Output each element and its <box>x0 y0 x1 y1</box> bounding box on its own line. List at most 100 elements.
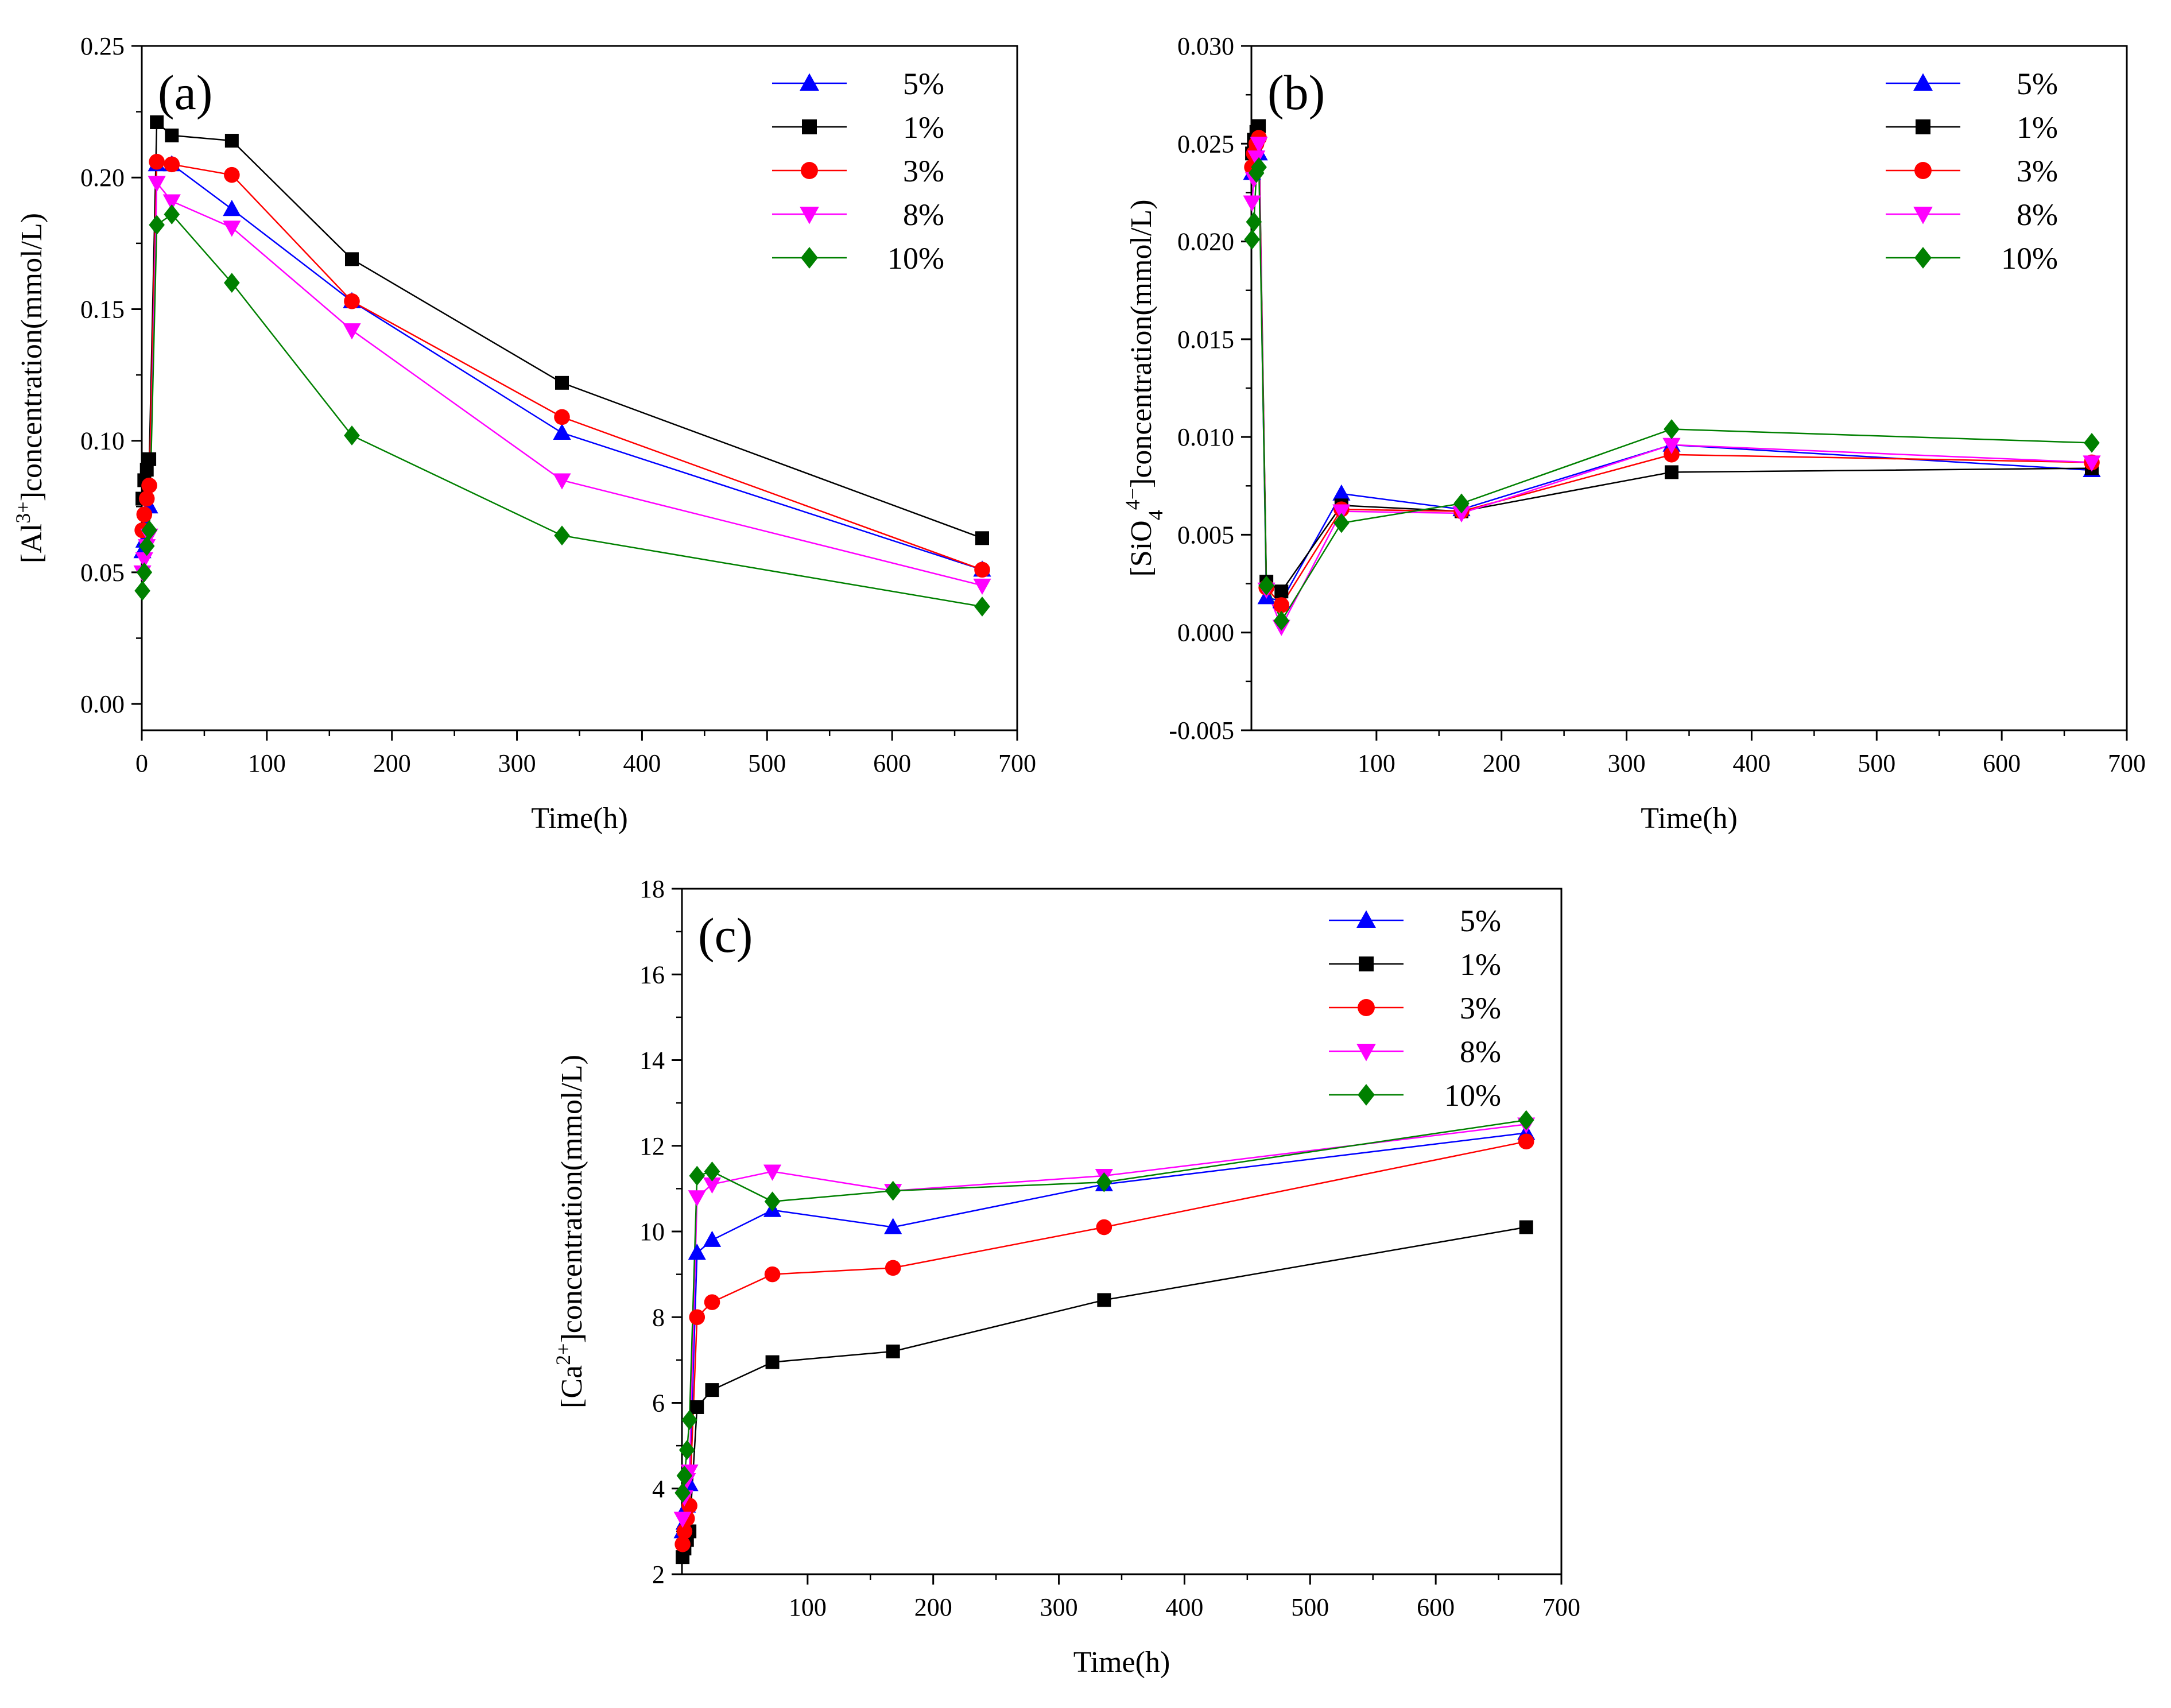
legend-marker <box>1916 119 1930 134</box>
legend-marker <box>1359 956 1374 971</box>
panel-label: (c) <box>698 908 753 963</box>
series-line-10pct <box>681 1119 1526 1493</box>
data-point-8pct <box>2083 455 2101 472</box>
data-point-10pct <box>704 1161 720 1182</box>
y-axis-title-part: 3+ <box>11 501 34 523</box>
panel-label: (b) <box>1267 65 1325 120</box>
legend-label-8pct: 8% <box>903 197 944 232</box>
legend-marker <box>1356 910 1376 928</box>
legend-marker <box>1913 207 1933 224</box>
legend-marker <box>1358 1084 1375 1106</box>
y-tick-label: -0.005 <box>1169 716 1234 745</box>
data-point-3pct <box>138 490 155 507</box>
legend-marker <box>802 119 817 134</box>
data-point-5pct <box>884 1218 902 1234</box>
x-tick-label: 300 <box>1608 749 1646 777</box>
data-point-10pct <box>674 1482 691 1503</box>
data-point-3pct <box>164 156 180 173</box>
chart-panel-c: 100 200 300 400 500 600 700 2 4 6 8 10 12 14 16 18 Time(… <box>552 875 1580 1679</box>
legend-label-8pct: 8% <box>2017 197 2058 232</box>
legend-label-3pct: 3% <box>2017 154 2058 188</box>
data-point-10pct <box>136 562 153 583</box>
data-point-1pct <box>165 128 179 142</box>
data-point-8pct <box>343 323 361 340</box>
data-point-3pct <box>764 1266 781 1283</box>
y-tick-label: 4 <box>652 1475 665 1503</box>
data-point-10pct <box>1273 610 1290 631</box>
data-point-10pct <box>676 1465 693 1486</box>
data-point-10pct <box>679 1440 695 1460</box>
data-point-1pct <box>1097 1293 1111 1307</box>
y-tick-label: 0.000 <box>1177 619 1234 647</box>
legend-marker <box>801 162 818 179</box>
data-point-8pct <box>973 578 991 595</box>
legend-label-5pct: 5% <box>903 67 944 101</box>
legend-marker <box>801 247 818 269</box>
data-point-10pct <box>134 580 150 601</box>
data-point-3pct <box>224 166 240 183</box>
x-tick-label: 600 <box>873 749 911 777</box>
data-point-10pct <box>764 1191 781 1212</box>
data-point-8pct <box>162 194 181 211</box>
x-tick-label: 500 <box>1858 749 1895 777</box>
data-point-8pct <box>763 1164 782 1181</box>
x-tick-label: 700 <box>2108 749 2146 777</box>
y-tick-label: 0.025 <box>1177 130 1234 158</box>
data-point-10pct <box>681 1409 697 1430</box>
data-point-10pct <box>224 273 240 293</box>
legend-marker <box>800 73 819 91</box>
data-point-5pct <box>1332 484 1351 501</box>
x-tick-label: 400 <box>1165 1593 1203 1621</box>
y-tick-label: 14 <box>639 1047 665 1075</box>
data-point-8pct <box>223 220 241 237</box>
x-tick-label: 100 <box>789 1593 827 1621</box>
legend-label-10pct: 10% <box>2001 241 2058 276</box>
y-tick-label: 0.10 <box>80 427 125 455</box>
y-tick-label: 16 <box>639 960 665 989</box>
x-tick-label: 200 <box>1483 749 1521 777</box>
data-point-1pct <box>1519 1220 1533 1234</box>
legend-marker <box>1914 162 1932 179</box>
data-point-5pct <box>223 200 241 216</box>
data-point-10pct <box>344 425 360 446</box>
y-axis-title-part: ]concentration(mmol/L) <box>556 1055 588 1343</box>
legend-label-1pct: 1% <box>1460 947 1501 982</box>
data-point-1pct <box>555 375 569 390</box>
x-tick-label: 600 <box>1417 1593 1455 1621</box>
data-point-8pct <box>1332 504 1351 521</box>
x-tick-label: 600 <box>1983 749 2021 777</box>
data-point-8pct <box>703 1177 722 1194</box>
data-point-1pct <box>705 1383 719 1397</box>
legend-label-1pct: 1% <box>903 110 944 145</box>
data-point-1pct <box>886 1344 900 1358</box>
data-point-5pct <box>688 1244 706 1260</box>
x-tick-label: 400 <box>1732 749 1770 777</box>
data-point-1pct <box>690 1400 704 1414</box>
y-tick-label: 6 <box>652 1389 665 1417</box>
data-point-10pct <box>689 1165 705 1186</box>
legend-label-5pct: 5% <box>2017 67 2058 101</box>
y-axis-title-part: [Al <box>15 524 48 563</box>
x-axis-title: Time(h) <box>1641 802 1738 835</box>
legend-label-10pct: 10% <box>887 241 944 276</box>
x-tick-label: 0 <box>135 749 148 777</box>
data-point-8pct <box>1250 137 1268 153</box>
data-point-1pct <box>975 531 989 545</box>
data-point-1pct <box>1274 584 1289 599</box>
data-point-5pct <box>703 1230 722 1247</box>
data-point-5pct <box>553 423 571 440</box>
data-point-10pct <box>1244 229 1260 250</box>
data-point-10pct <box>141 520 157 540</box>
y-axis-title-part: [Ca <box>556 1365 588 1408</box>
legend-label-1pct: 1% <box>2017 110 2058 145</box>
y-axis-title: [Al3+]concentration(mmol/L) <box>11 213 48 563</box>
data-point-3pct <box>974 561 990 578</box>
data-point-1pct <box>765 1355 780 1369</box>
data-point-3pct <box>141 477 157 494</box>
y-axis-title: [Ca2+]concentration(mmol/L) <box>552 1055 588 1408</box>
x-tick-label: 400 <box>623 749 661 777</box>
legend-marker <box>800 207 819 224</box>
data-point-10pct <box>149 215 165 235</box>
data-point-8pct <box>135 552 153 569</box>
